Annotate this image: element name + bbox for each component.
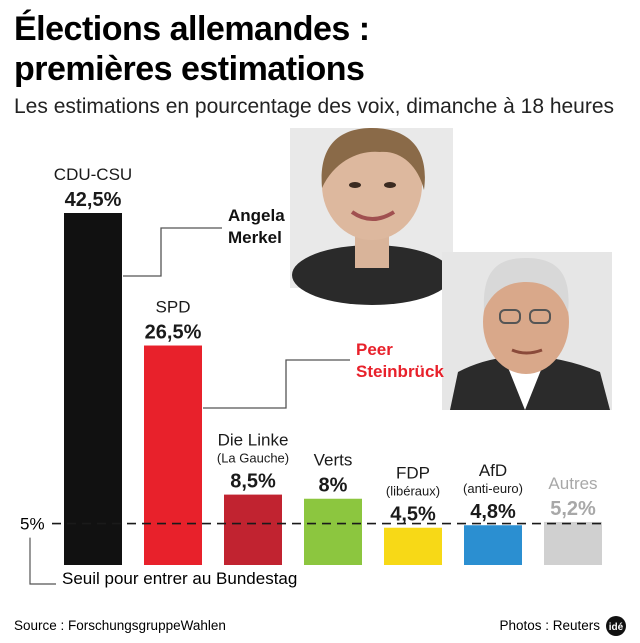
- value-label-0: 42,5%: [65, 189, 122, 211]
- category-label-6: Autres: [548, 474, 597, 493]
- bar-6: [544, 521, 602, 565]
- steinbrueck-portrait: [442, 252, 612, 410]
- merkel-name-line-2: Merkel: [228, 228, 282, 247]
- category-sublabel-4: (libéraux): [386, 484, 440, 499]
- value-label-2: 8,5%: [230, 471, 276, 493]
- ide-logo: idé: [606, 616, 626, 636]
- bar-5: [464, 525, 522, 565]
- value-label-4: 4,5%: [390, 504, 436, 526]
- merkel-name-line-1: Angela: [228, 206, 285, 225]
- ide-logo-text: idé: [609, 622, 624, 633]
- bar-2: [224, 494, 282, 565]
- category-label-4: FDP: [396, 464, 430, 483]
- category-label-0: CDU-CSU: [54, 165, 132, 184]
- merkel-connector: [123, 227, 222, 277]
- subtitle: Les estimations en pourcentage des voix,…: [14, 95, 614, 118]
- steinbrueck-connector: [203, 359, 350, 409]
- category-sublabel-5: (anti-euro): [463, 481, 523, 496]
- steinbrueck-name-line-1: Peer: [356, 340, 393, 359]
- category-sublabel-2: (La Gauche): [217, 451, 289, 466]
- value-label-1: 26,5%: [145, 322, 202, 344]
- photo-credit: Photos : Reuters: [499, 618, 600, 633]
- category-label-2: Die Linke: [218, 431, 289, 450]
- category-label-5: AfD: [479, 461, 507, 480]
- value-label-5: 4,8%: [470, 501, 516, 523]
- source-note: Source : ForschungsgruppeWahlen: [14, 618, 226, 633]
- value-label-6: 5,2%: [550, 498, 596, 520]
- threshold-caption: Seuil pour entrer au Bundestag: [62, 569, 297, 588]
- steinbrueck-name-line-2: Steinbrück: [356, 362, 444, 381]
- bar-1: [144, 345, 202, 565]
- category-label-1: SPD: [156, 298, 191, 317]
- category-label-3: Verts: [314, 451, 353, 470]
- bar-4: [384, 527, 442, 565]
- bar-3: [304, 498, 362, 565]
- bars-group: 42,5% CDU-CSU 26,5% SPD 8,5% (La Gauche)Die L…: [54, 165, 602, 565]
- threshold-caption-connector: [29, 537, 56, 585]
- title-line-2: premières estimations: [14, 50, 364, 88]
- threshold-label: 5%: [20, 515, 45, 534]
- merkel-portrait: [290, 128, 453, 305]
- bar-0: [64, 213, 122, 565]
- value-label-3: 8%: [319, 475, 348, 497]
- title-line-1: Élections allemandes :: [14, 10, 370, 48]
